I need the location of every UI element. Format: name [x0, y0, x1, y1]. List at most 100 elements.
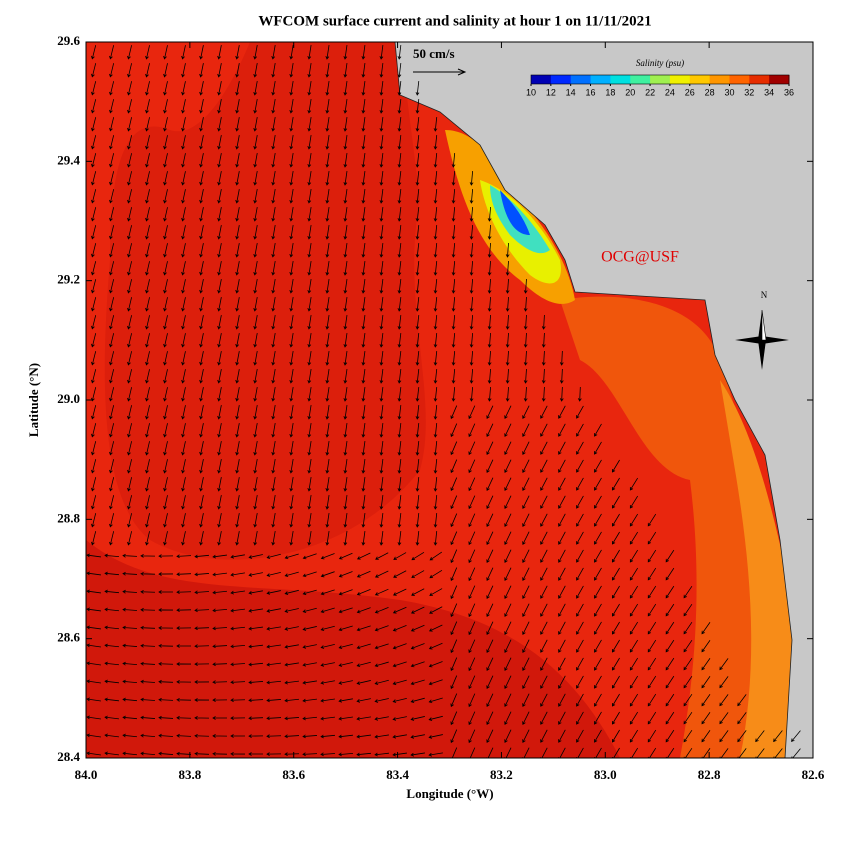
current-arrow	[647, 513, 657, 527]
current-arrow	[522, 675, 530, 689]
current-arrow	[450, 567, 458, 582]
current-arrow	[86, 589, 101, 594]
current-arrow	[379, 459, 384, 474]
current-arrow	[145, 513, 150, 528]
current-arrow	[392, 716, 407, 721]
current-arrow	[91, 477, 97, 492]
current-arrow	[163, 315, 168, 330]
current-arrow	[612, 639, 620, 653]
current-arrow	[379, 99, 384, 114]
current-arrow	[338, 643, 353, 650]
current-arrow	[647, 729, 657, 743]
current-arrow	[91, 99, 97, 114]
colorbar-tick-label: 14	[566, 87, 576, 97]
current-arrow	[577, 386, 582, 402]
current-arrow	[145, 45, 150, 60]
current-arrow	[104, 733, 119, 738]
current-arrow	[433, 530, 438, 546]
current-arrow	[199, 135, 204, 150]
current-arrow	[109, 243, 115, 258]
current-arrow	[127, 495, 132, 510]
current-arrow	[612, 711, 620, 725]
current-arrow	[230, 608, 245, 613]
current-arrow	[629, 495, 639, 509]
current-arrow	[271, 81, 276, 96]
current-arrow	[701, 694, 711, 707]
colorbar-tick-label: 34	[764, 87, 774, 97]
current-arrow	[701, 676, 711, 689]
current-arrow	[379, 405, 384, 420]
current-arrow	[647, 603, 657, 617]
current-arrow	[307, 153, 312, 168]
current-arrow	[253, 369, 258, 384]
current-arrow	[181, 423, 186, 438]
current-arrow	[415, 332, 420, 348]
current-arrow	[91, 81, 97, 96]
current-arrow	[415, 116, 420, 132]
current-arrow	[415, 224, 420, 240]
current-arrow	[127, 171, 132, 186]
current-arrow	[271, 243, 276, 258]
current-arrow	[343, 81, 348, 96]
current-arrow	[248, 716, 264, 721]
current-arrow	[374, 716, 389, 721]
current-arrow	[217, 513, 222, 528]
current-arrow	[325, 45, 330, 60]
current-arrow	[127, 243, 132, 258]
current-arrow	[109, 297, 115, 312]
y-tick-label: 29.2	[57, 272, 80, 287]
current-arrow	[104, 679, 119, 684]
current-arrow	[266, 590, 281, 595]
current-arrow	[253, 405, 258, 420]
current-arrow	[379, 63, 384, 78]
current-arrow	[271, 387, 276, 402]
current-arrow	[361, 45, 366, 60]
current-arrow	[145, 333, 150, 348]
current-arrow	[361, 423, 366, 438]
current-arrow	[289, 387, 294, 402]
x-tick-label: 83.2	[490, 767, 513, 782]
current-arrow	[194, 644, 210, 649]
current-arrow	[163, 189, 168, 204]
current-arrow	[212, 751, 228, 756]
current-arrow	[415, 458, 420, 474]
current-arrow	[397, 189, 402, 204]
current-arrow	[540, 693, 548, 707]
current-arrow	[307, 297, 312, 312]
current-arrow	[284, 553, 299, 560]
current-arrow	[145, 207, 150, 222]
current-arrow	[145, 531, 150, 546]
current-arrow	[212, 698, 228, 702]
current-arrow	[91, 351, 97, 366]
current-arrow	[145, 441, 150, 456]
current-arrow	[683, 711, 693, 725]
current-arrow	[356, 716, 371, 721]
current-arrow	[194, 733, 210, 738]
current-arrow	[469, 296, 474, 312]
current-arrow	[235, 531, 240, 546]
current-arrow	[163, 99, 168, 114]
current-arrow	[325, 279, 330, 294]
y-tick-label: 28.8	[57, 510, 80, 525]
current-arrow	[540, 675, 548, 689]
current-arrow	[271, 171, 276, 186]
current-arrow	[540, 711, 548, 725]
current-arrow	[361, 441, 366, 456]
current-arrow	[647, 657, 657, 671]
current-arrow	[450, 495, 458, 510]
current-arrow	[410, 734, 425, 739]
current-arrow	[235, 315, 240, 330]
current-arrow	[109, 495, 115, 510]
current-arrows	[86, 45, 801, 758]
current-arrow	[158, 733, 174, 738]
current-arrow	[91, 117, 97, 132]
current-arrow	[379, 531, 384, 546]
current-arrow	[361, 513, 366, 528]
current-arrow	[522, 585, 530, 599]
current-arrow	[505, 314, 510, 330]
current-arrow	[522, 693, 530, 707]
current-arrow	[271, 351, 276, 366]
current-arrow	[248, 554, 263, 559]
current-arrow	[181, 243, 186, 258]
current-arrow	[235, 495, 240, 510]
